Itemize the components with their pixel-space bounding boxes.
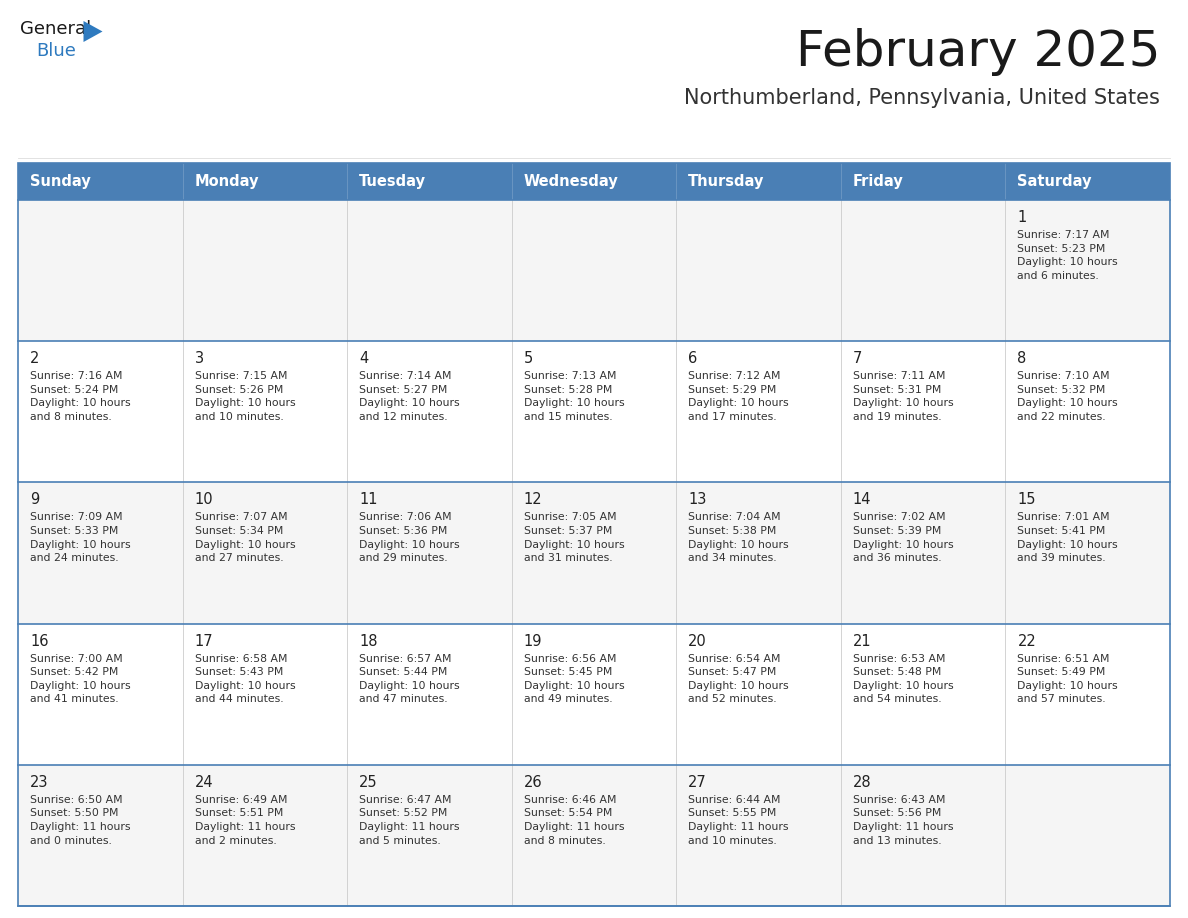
Bar [18, 163, 1170, 200]
Text: 9: 9 [30, 492, 39, 508]
Bar [18, 623, 1170, 765]
Text: 12: 12 [524, 492, 543, 508]
Bar [18, 765, 1170, 906]
Text: 2: 2 [30, 352, 39, 366]
Text: Sunrise: 7:17 AM
Sunset: 5:23 PM
Daylight: 10 hours
and 6 minutes.: Sunrise: 7:17 AM Sunset: 5:23 PM Dayligh… [1017, 230, 1118, 281]
Text: Sunrise: 7:07 AM
Sunset: 5:34 PM
Daylight: 10 hours
and 27 minutes.: Sunrise: 7:07 AM Sunset: 5:34 PM Dayligh… [195, 512, 295, 564]
Text: 4: 4 [359, 352, 368, 366]
Text: General: General [20, 20, 91, 38]
Text: 11: 11 [359, 492, 378, 508]
Text: Sunrise: 6:43 AM
Sunset: 5:56 PM
Daylight: 11 hours
and 13 minutes.: Sunrise: 6:43 AM Sunset: 5:56 PM Dayligh… [853, 795, 953, 845]
Text: Sunrise: 7:11 AM
Sunset: 5:31 PM
Daylight: 10 hours
and 19 minutes.: Sunrise: 7:11 AM Sunset: 5:31 PM Dayligh… [853, 371, 954, 422]
Text: Sunrise: 7:15 AM
Sunset: 5:26 PM
Daylight: 10 hours
and 10 minutes.: Sunrise: 7:15 AM Sunset: 5:26 PM Dayligh… [195, 371, 295, 422]
Text: Sunrise: 6:58 AM
Sunset: 5:43 PM
Daylight: 10 hours
and 44 minutes.: Sunrise: 6:58 AM Sunset: 5:43 PM Dayligh… [195, 654, 295, 704]
Text: Sunrise: 6:57 AM
Sunset: 5:44 PM
Daylight: 10 hours
and 47 minutes.: Sunrise: 6:57 AM Sunset: 5:44 PM Dayligh… [359, 654, 460, 704]
Bar [18, 341, 1170, 482]
Text: Thursday: Thursday [688, 174, 765, 189]
Text: February 2025: February 2025 [796, 28, 1159, 76]
Text: Sunrise: 7:01 AM
Sunset: 5:41 PM
Daylight: 10 hours
and 39 minutes.: Sunrise: 7:01 AM Sunset: 5:41 PM Dayligh… [1017, 512, 1118, 564]
Text: 15: 15 [1017, 492, 1036, 508]
Text: Saturday: Saturday [1017, 174, 1092, 189]
Text: Sunrise: 6:53 AM
Sunset: 5:48 PM
Daylight: 10 hours
and 54 minutes.: Sunrise: 6:53 AM Sunset: 5:48 PM Dayligh… [853, 654, 954, 704]
Text: 27: 27 [688, 775, 707, 789]
Text: Sunrise: 6:51 AM
Sunset: 5:49 PM
Daylight: 10 hours
and 57 minutes.: Sunrise: 6:51 AM Sunset: 5:49 PM Dayligh… [1017, 654, 1118, 704]
Text: 8: 8 [1017, 352, 1026, 366]
Text: Sunrise: 7:00 AM
Sunset: 5:42 PM
Daylight: 10 hours
and 41 minutes.: Sunrise: 7:00 AM Sunset: 5:42 PM Dayligh… [30, 654, 131, 704]
Text: Blue: Blue [36, 41, 76, 60]
Polygon shape [83, 21, 102, 42]
Text: 1: 1 [1017, 210, 1026, 225]
Text: Sunrise: 6:54 AM
Sunset: 5:47 PM
Daylight: 10 hours
and 52 minutes.: Sunrise: 6:54 AM Sunset: 5:47 PM Dayligh… [688, 654, 789, 704]
Text: Sunrise: 7:16 AM
Sunset: 5:24 PM
Daylight: 10 hours
and 8 minutes.: Sunrise: 7:16 AM Sunset: 5:24 PM Dayligh… [30, 371, 131, 422]
Text: Sunrise: 7:10 AM
Sunset: 5:32 PM
Daylight: 10 hours
and 22 minutes.: Sunrise: 7:10 AM Sunset: 5:32 PM Dayligh… [1017, 371, 1118, 422]
Text: Sunrise: 7:04 AM
Sunset: 5:38 PM
Daylight: 10 hours
and 34 minutes.: Sunrise: 7:04 AM Sunset: 5:38 PM Dayligh… [688, 512, 789, 564]
Text: 24: 24 [195, 775, 213, 789]
Text: 10: 10 [195, 492, 213, 508]
Text: 13: 13 [688, 492, 707, 508]
Text: Tuesday: Tuesday [359, 174, 426, 189]
Text: 18: 18 [359, 633, 378, 649]
Text: Sunrise: 6:47 AM
Sunset: 5:52 PM
Daylight: 11 hours
and 5 minutes.: Sunrise: 6:47 AM Sunset: 5:52 PM Dayligh… [359, 795, 460, 845]
Text: Sunrise: 7:13 AM
Sunset: 5:28 PM
Daylight: 10 hours
and 15 minutes.: Sunrise: 7:13 AM Sunset: 5:28 PM Dayligh… [524, 371, 625, 422]
Text: 16: 16 [30, 633, 49, 649]
Text: 20: 20 [688, 633, 707, 649]
Text: Sunrise: 7:14 AM
Sunset: 5:27 PM
Daylight: 10 hours
and 12 minutes.: Sunrise: 7:14 AM Sunset: 5:27 PM Dayligh… [359, 371, 460, 422]
Text: Wednesday: Wednesday [524, 174, 619, 189]
Text: Monday: Monday [195, 174, 259, 189]
Bar [18, 200, 1170, 341]
Text: Sunrise: 6:50 AM
Sunset: 5:50 PM
Daylight: 11 hours
and 0 minutes.: Sunrise: 6:50 AM Sunset: 5:50 PM Dayligh… [30, 795, 131, 845]
Text: Sunrise: 7:05 AM
Sunset: 5:37 PM
Daylight: 10 hours
and 31 minutes.: Sunrise: 7:05 AM Sunset: 5:37 PM Dayligh… [524, 512, 625, 564]
Text: Sunrise: 6:46 AM
Sunset: 5:54 PM
Daylight: 11 hours
and 8 minutes.: Sunrise: 6:46 AM Sunset: 5:54 PM Dayligh… [524, 795, 624, 845]
Text: Sunday: Sunday [30, 174, 90, 189]
Text: 14: 14 [853, 492, 871, 508]
Text: 3: 3 [195, 352, 203, 366]
Text: Northumberland, Pennsylvania, United States: Northumberland, Pennsylvania, United Sta… [684, 88, 1159, 108]
Text: Sunrise: 7:02 AM
Sunset: 5:39 PM
Daylight: 10 hours
and 36 minutes.: Sunrise: 7:02 AM Sunset: 5:39 PM Dayligh… [853, 512, 954, 564]
Bar [18, 163, 1170, 906]
Text: 23: 23 [30, 775, 49, 789]
Text: 19: 19 [524, 633, 542, 649]
Text: Sunrise: 6:44 AM
Sunset: 5:55 PM
Daylight: 11 hours
and 10 minutes.: Sunrise: 6:44 AM Sunset: 5:55 PM Dayligh… [688, 795, 789, 845]
Text: 28: 28 [853, 775, 872, 789]
Text: 26: 26 [524, 775, 543, 789]
Text: 7: 7 [853, 352, 862, 366]
Text: 22: 22 [1017, 633, 1036, 649]
Text: Sunrise: 6:49 AM
Sunset: 5:51 PM
Daylight: 11 hours
and 2 minutes.: Sunrise: 6:49 AM Sunset: 5:51 PM Dayligh… [195, 795, 295, 845]
Text: Sunrise: 6:56 AM
Sunset: 5:45 PM
Daylight: 10 hours
and 49 minutes.: Sunrise: 6:56 AM Sunset: 5:45 PM Dayligh… [524, 654, 625, 704]
Text: 21: 21 [853, 633, 872, 649]
Text: 25: 25 [359, 775, 378, 789]
Text: Sunrise: 7:06 AM
Sunset: 5:36 PM
Daylight: 10 hours
and 29 minutes.: Sunrise: 7:06 AM Sunset: 5:36 PM Dayligh… [359, 512, 460, 564]
Text: 17: 17 [195, 633, 213, 649]
Text: 6: 6 [688, 352, 697, 366]
Text: 5: 5 [524, 352, 533, 366]
Bar [18, 482, 1170, 623]
Text: Friday: Friday [853, 174, 904, 189]
Text: Sunrise: 7:12 AM
Sunset: 5:29 PM
Daylight: 10 hours
and 17 minutes.: Sunrise: 7:12 AM Sunset: 5:29 PM Dayligh… [688, 371, 789, 422]
Text: Sunrise: 7:09 AM
Sunset: 5:33 PM
Daylight: 10 hours
and 24 minutes.: Sunrise: 7:09 AM Sunset: 5:33 PM Dayligh… [30, 512, 131, 564]
